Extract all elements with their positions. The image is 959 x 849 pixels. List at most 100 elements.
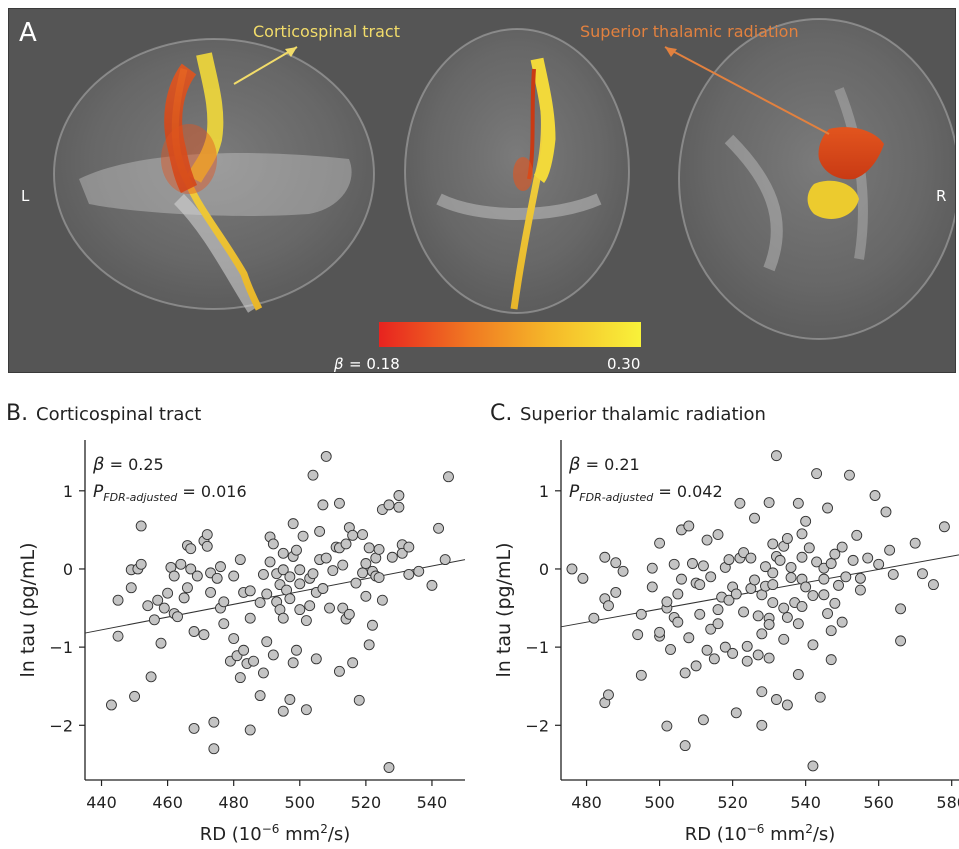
data-point [228, 633, 240, 644]
data-point [749, 512, 760, 524]
data-point [844, 469, 855, 481]
colorbar-beta-symbol: β [333, 355, 344, 373]
data-point [340, 538, 352, 550]
data-point [705, 571, 717, 583]
data-point [264, 556, 276, 568]
data-point [741, 640, 753, 652]
p-value-annotation: PFDR-adjusted = 0.016 [93, 482, 247, 504]
data-point [727, 647, 739, 659]
scatter-plot-superior-thalamic: C. Superior thalamic radiation 480 500 520… [490, 401, 959, 845]
data-point [654, 626, 666, 638]
data-point [610, 586, 622, 598]
data-point [665, 644, 676, 655]
data-point [218, 618, 230, 630]
colorbar [379, 322, 641, 347]
data-point [201, 529, 213, 541]
data-point [851, 529, 863, 541]
data-point [807, 590, 819, 601]
data-point [178, 592, 190, 604]
data-point [337, 559, 349, 571]
data-point [208, 743, 220, 755]
data-point [152, 594, 164, 606]
data-point [683, 520, 695, 532]
y-axis-label: ln tau (pg/mL) [493, 543, 515, 678]
data-point [774, 554, 786, 566]
y-tick-label: −2 [49, 716, 73, 735]
y-axis-label: ln tau (pg/mL) [17, 543, 39, 678]
plot-area: 440 460 480 500 520 540 −2 −1 0 1 RD (10−6 mm2/s) l… [17, 440, 466, 845]
data-point [314, 525, 326, 537]
data-point [719, 641, 731, 653]
data-point [938, 521, 950, 533]
data-point [690, 660, 702, 672]
data-point [350, 577, 362, 589]
data-point [198, 629, 210, 641]
right-label: R [936, 187, 946, 205]
data-point [770, 450, 782, 462]
data-point [763, 619, 775, 630]
data-point [333, 497, 345, 509]
data-point [895, 603, 907, 615]
data-point [244, 585, 256, 597]
data-point [840, 571, 852, 583]
data-point [661, 720, 673, 732]
data-point [426, 579, 438, 591]
data-point [188, 626, 200, 637]
data-point [895, 635, 907, 647]
data-point [752, 649, 764, 661]
data-point [393, 501, 405, 513]
data-point [254, 597, 266, 609]
data-point [672, 616, 684, 628]
data-point [261, 588, 273, 600]
data-point [363, 639, 375, 651]
data-point [767, 538, 779, 550]
data-point [825, 654, 837, 666]
y-tick-label: 1 [63, 482, 73, 501]
data-point [254, 690, 266, 702]
data-point [218, 596, 230, 608]
data-point [300, 704, 312, 716]
x-tick-label: 500 [285, 793, 316, 812]
data-point [277, 547, 289, 559]
str-arrow-head [665, 47, 677, 57]
data-point [785, 572, 797, 584]
data-point [836, 541, 848, 553]
data-point [373, 572, 385, 584]
data-point [307, 469, 319, 481]
plot-area: 480 500 520 540 560 580 −2 −1 0 1 RD (10−6 mm2/s) l… [493, 440, 959, 845]
data-point [763, 652, 775, 664]
data-point [909, 537, 921, 549]
data-point [610, 557, 622, 569]
data-point [188, 722, 200, 734]
data-point [396, 547, 408, 559]
data-point [294, 604, 306, 616]
data-point [836, 616, 848, 628]
beta-annotation: β = 0.25 [92, 454, 164, 475]
data-point [277, 705, 289, 717]
data-point [403, 541, 415, 553]
data-point [291, 644, 302, 656]
brain-left-view [53, 38, 375, 313]
data-point [393, 490, 405, 501]
data-point [142, 600, 154, 612]
data-point [439, 554, 451, 566]
data-point [796, 601, 808, 612]
x-tick-label: 580 [936, 793, 959, 812]
data-point [135, 558, 147, 570]
data-point [599, 551, 611, 563]
data-point [800, 581, 812, 593]
data-point [807, 639, 819, 651]
data-point [676, 573, 687, 585]
x-tick-label: 540 [417, 793, 448, 812]
data-point [228, 570, 240, 582]
str-arrow [664, 46, 830, 135]
data-point [778, 633, 790, 645]
data-point [433, 522, 445, 534]
data-point [413, 565, 425, 577]
data-point [300, 615, 312, 627]
data-point [244, 724, 256, 736]
data-point [869, 490, 881, 501]
data-point [635, 608, 647, 620]
data-point [738, 547, 750, 559]
cst-arrow [233, 46, 298, 85]
